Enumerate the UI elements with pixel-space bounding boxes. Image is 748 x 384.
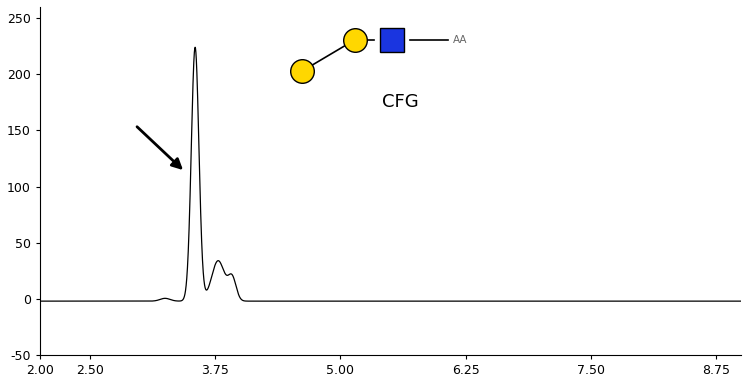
Text: AA: AA: [453, 35, 467, 45]
Text: CFG: CFG: [382, 93, 419, 111]
